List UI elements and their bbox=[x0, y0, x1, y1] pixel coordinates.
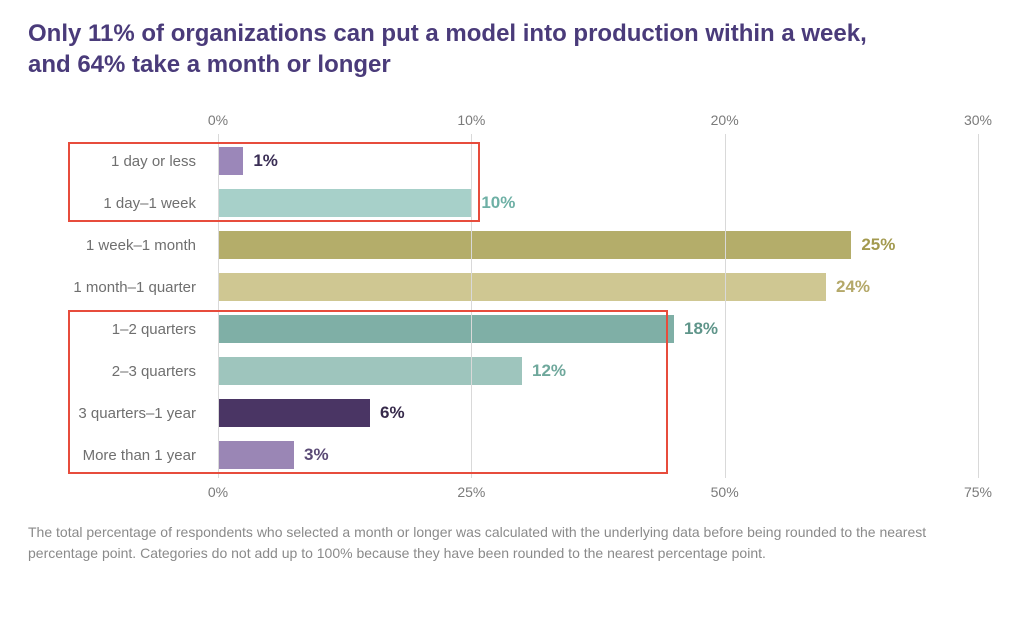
chart: 0%10%20%30% 1 day or less1%1 day–1 week1… bbox=[38, 108, 978, 504]
axis-bottom-tick-label: 0% bbox=[208, 484, 228, 500]
chart-title: Only 11% of organizations can put a mode… bbox=[28, 18, 898, 80]
chart-row: 1–2 quarters 18% bbox=[38, 308, 978, 350]
category-label: 1–2 quarters bbox=[38, 321, 218, 338]
axis-bottom: 0%25%50%75% bbox=[38, 478, 978, 504]
bar bbox=[218, 399, 370, 427]
bar-track: 1% bbox=[218, 140, 978, 182]
axis-bottom-tick-label: 25% bbox=[457, 484, 485, 500]
chart-row: More than 1 year 3% bbox=[38, 434, 978, 476]
bar-track: 18% bbox=[218, 308, 978, 350]
value-label: 12% bbox=[532, 361, 566, 381]
bar-track: 3% bbox=[218, 434, 978, 476]
gridline bbox=[978, 134, 979, 478]
axis-top-tick-label: 0% bbox=[208, 112, 228, 128]
chart-footnote: The total percentage of respondents who … bbox=[28, 522, 968, 563]
chart-row: 1 month–1 quarter 24% bbox=[38, 266, 978, 308]
category-label: 1 day or less bbox=[38, 153, 218, 170]
category-label: 3 quarters–1 year bbox=[38, 405, 218, 422]
rows-container: 1 day or less 1% 1 day–1 week 10% 1 week–1 m… bbox=[38, 134, 978, 476]
page-root: Only 11% of organizations can put a mode… bbox=[0, 0, 1024, 581]
bar bbox=[218, 231, 851, 259]
gridline bbox=[218, 134, 219, 478]
category-label: More than 1 year bbox=[38, 447, 218, 464]
category-label: 2–3 quarters bbox=[38, 363, 218, 380]
chart-row: 2–3 quarters 12% bbox=[38, 350, 978, 392]
bar-track: 6% bbox=[218, 392, 978, 434]
chart-row: 3 quarters–1 year 6% bbox=[38, 392, 978, 434]
bar bbox=[218, 147, 243, 175]
value-label: 24% bbox=[836, 277, 870, 297]
chart-row: 1 day or less 1% bbox=[38, 140, 978, 182]
gridline bbox=[725, 134, 726, 478]
value-label: 10% bbox=[481, 193, 515, 213]
value-label: 3% bbox=[304, 445, 329, 465]
value-label: 1% bbox=[253, 151, 278, 171]
bar-track: 10% bbox=[218, 182, 978, 224]
axis-top-tick-label: 30% bbox=[964, 112, 992, 128]
value-label: 6% bbox=[380, 403, 405, 423]
bar bbox=[218, 273, 826, 301]
category-label: 1 day–1 week bbox=[38, 195, 218, 212]
chart-row: 1 day–1 week 10% bbox=[38, 182, 978, 224]
bar bbox=[218, 441, 294, 469]
axis-bottom-tick-label: 75% bbox=[964, 484, 992, 500]
bar bbox=[218, 357, 522, 385]
bar bbox=[218, 315, 674, 343]
plot-area: 1 day or less 1% 1 day–1 week 10% 1 week–1 m… bbox=[38, 134, 978, 478]
bar-track: 24% bbox=[218, 266, 978, 308]
value-label: 18% bbox=[684, 319, 718, 339]
bar bbox=[218, 189, 471, 217]
category-label: 1 week–1 month bbox=[38, 237, 218, 254]
axis-top-tick-label: 10% bbox=[457, 112, 485, 128]
bar-track: 25% bbox=[218, 224, 978, 266]
axis-top-tick-label: 20% bbox=[711, 112, 739, 128]
chart-row: 1 week–1 month 25% bbox=[38, 224, 978, 266]
bar-track: 12% bbox=[218, 350, 978, 392]
value-label: 25% bbox=[861, 235, 895, 255]
category-label: 1 month–1 quarter bbox=[38, 279, 218, 296]
axis-top: 0%10%20%30% bbox=[38, 108, 978, 134]
gridline bbox=[471, 134, 472, 478]
axis-bottom-tick-label: 50% bbox=[711, 484, 739, 500]
